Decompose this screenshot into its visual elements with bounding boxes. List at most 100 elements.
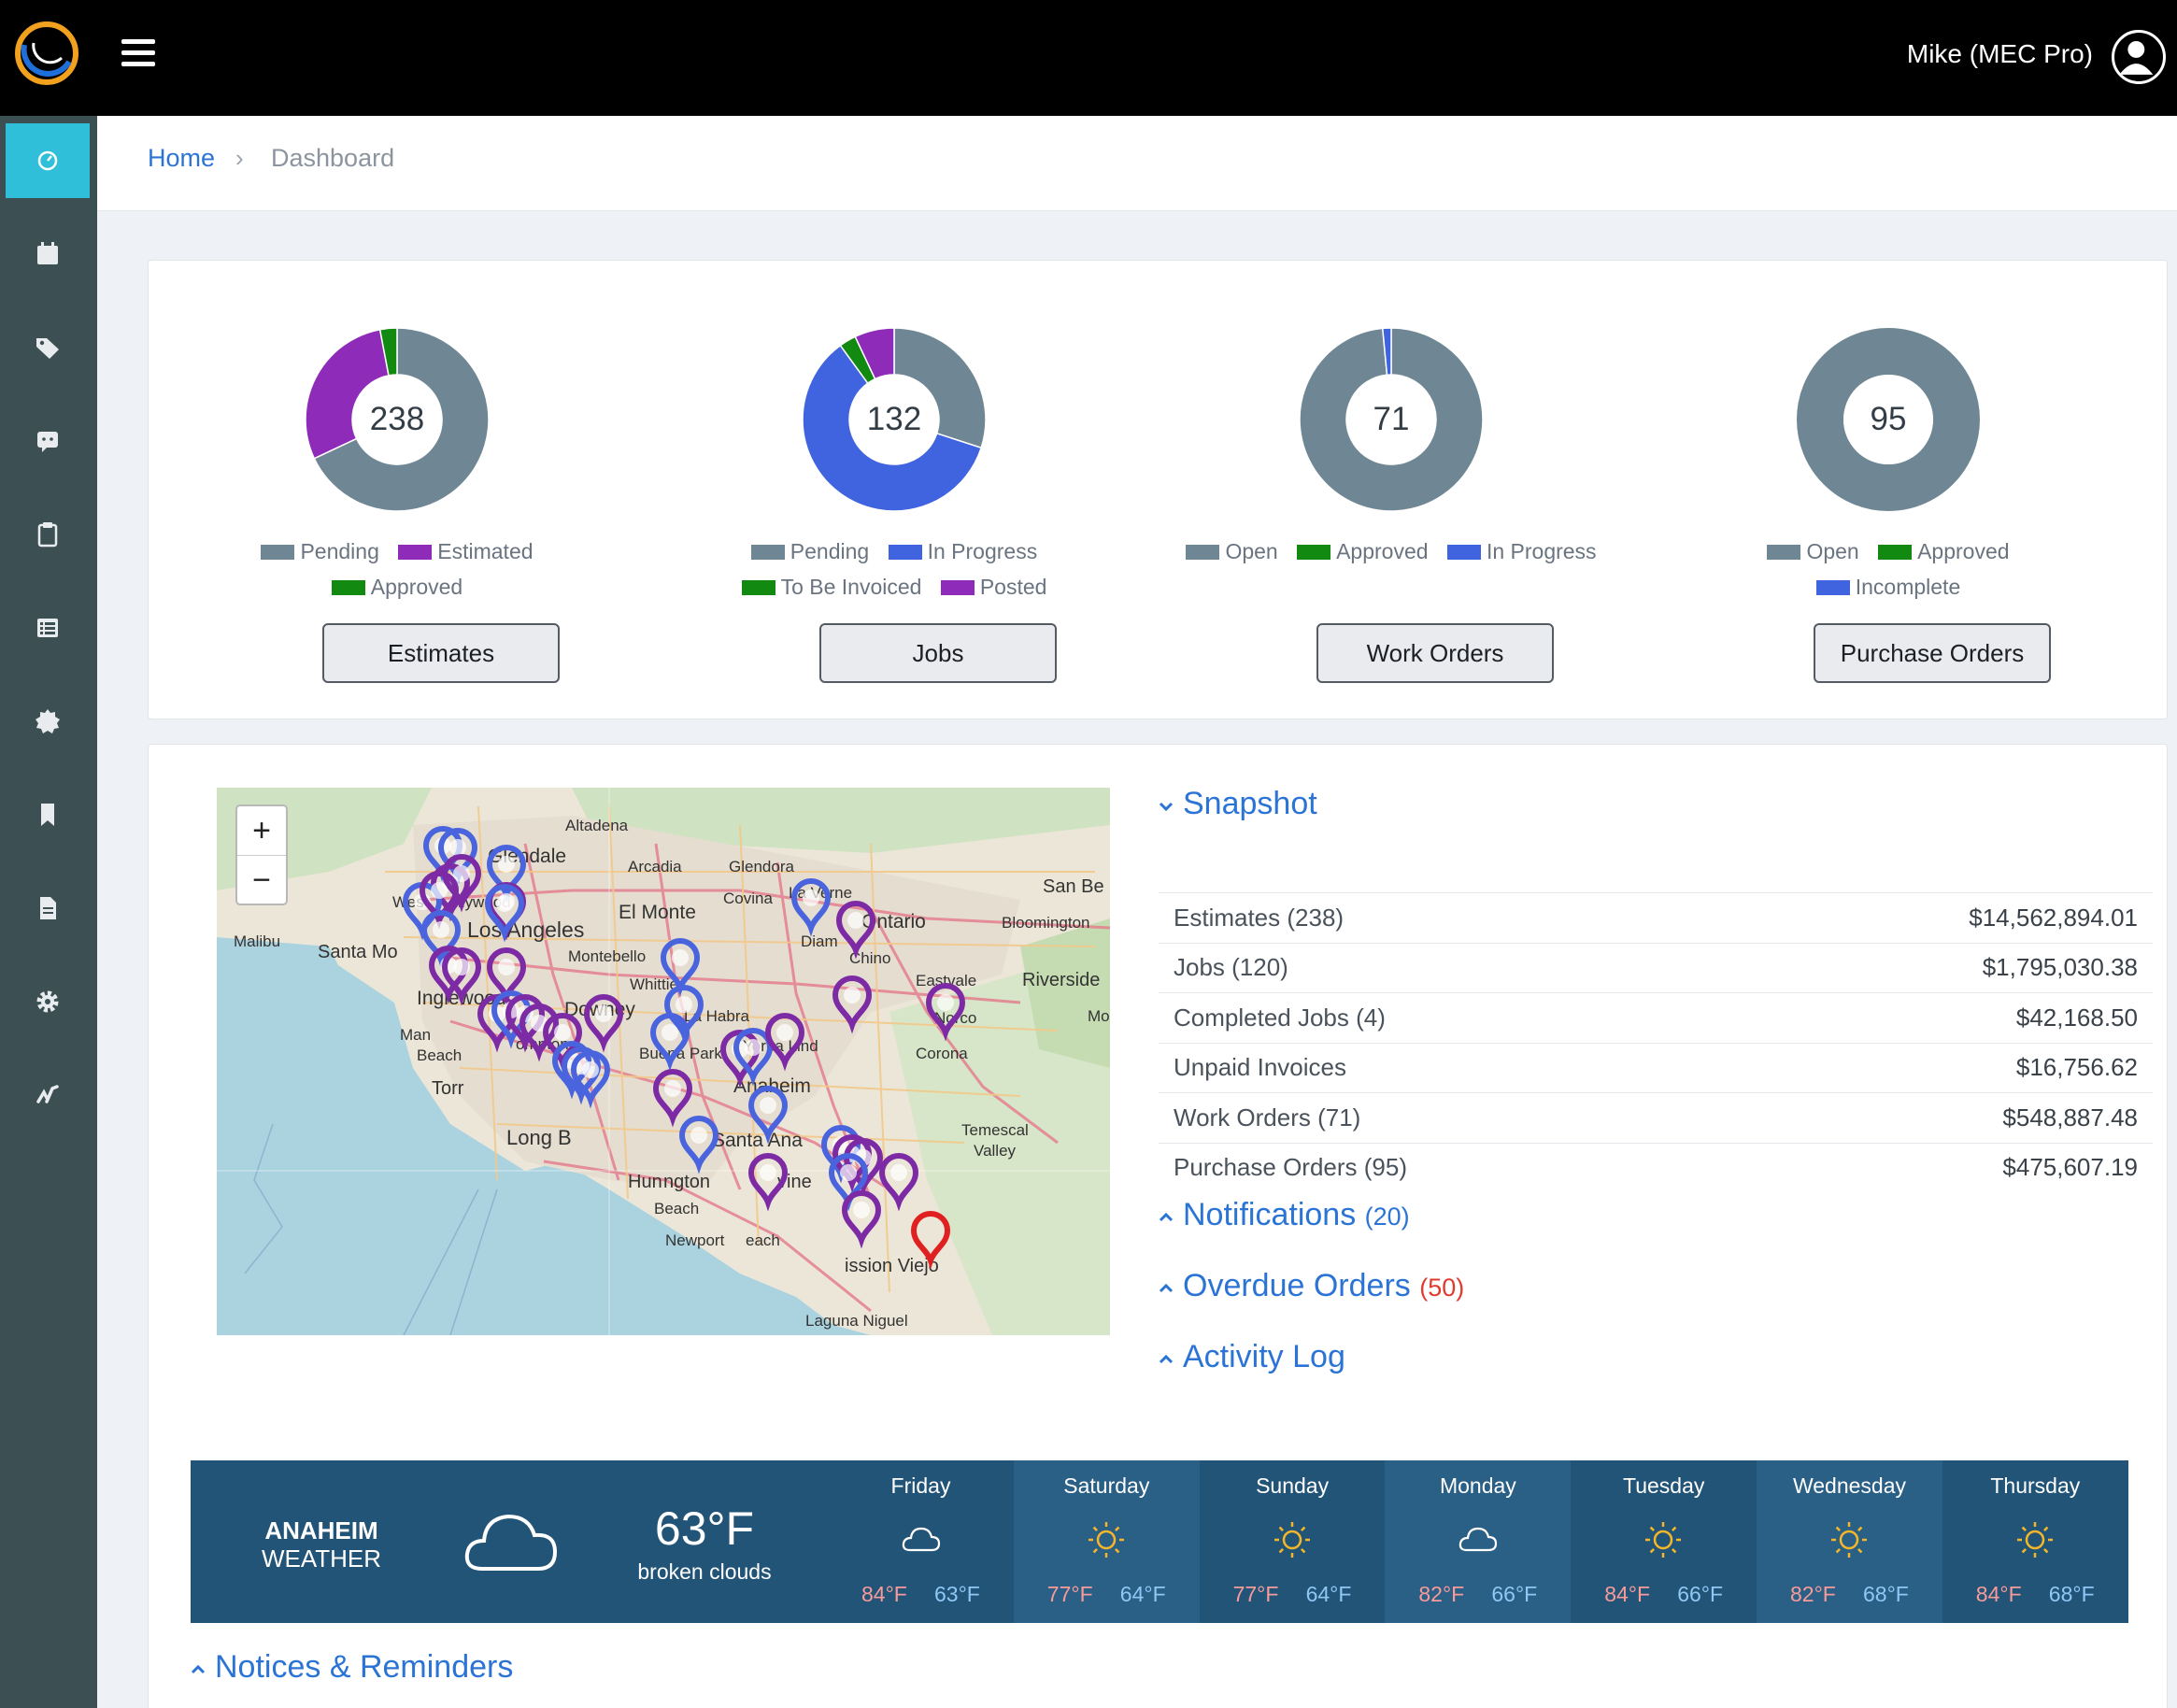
user-name[interactable]: Mike (MEC Pro)	[1906, 39, 2093, 68]
map-marker-icon[interactable]	[486, 947, 527, 1006]
notifications-section-toggle[interactable]: Notifications (20)	[1159, 1197, 1410, 1233]
current-temperature: 63°F	[654, 1502, 755, 1555]
snapshot-section-toggle[interactable]: Snapshot	[1159, 786, 1317, 822]
map-marker-icon[interactable]	[678, 1116, 719, 1174]
sidebar-item-badge[interactable]	[6, 684, 90, 759]
map-marker-icon[interactable]	[764, 1013, 805, 1072]
sidebar-item-list[interactable]	[6, 591, 90, 665]
snapshot-row[interactable]: Work Orders (71) $548,887.48	[1159, 1092, 2153, 1143]
user-avatar-icon[interactable]	[2112, 30, 2166, 84]
activity-log-section-toggle[interactable]: Activity Log	[1159, 1339, 1345, 1375]
cloud-icon	[902, 1527, 941, 1552]
legend-item-in-progress[interactable]: In Progress	[1446, 539, 1597, 563]
chevron-down-icon	[1159, 802, 1174, 812]
map-canvas[interactable]: Glendale Altadena Arcadia Glendora La Ve…	[217, 788, 1110, 1335]
selected-map-marker-icon[interactable]	[910, 1211, 951, 1270]
map-marker-icon[interactable]	[747, 1086, 789, 1145]
menu-toggle-button[interactable]	[121, 39, 155, 67]
snapshot-row[interactable]: Unpaid Invoices $16,756.62	[1159, 1042, 2153, 1093]
legend-item-approved[interactable]: Approved	[331, 575, 462, 599]
cloud-icon	[1459, 1527, 1498, 1552]
map-marker-icon[interactable]	[649, 1013, 690, 1072]
sidebar-item-chat[interactable]	[6, 404, 90, 478]
legend-item-open[interactable]: Open	[1186, 539, 1278, 563]
svg-text:Santa Ana: Santa Ana	[712, 1130, 803, 1151]
snapshot-row[interactable]: Completed Jobs (4) $42,168.50	[1159, 992, 2153, 1043]
map-marker-icon[interactable]	[441, 854, 482, 913]
forecast-high: 82°F	[1418, 1582, 1465, 1606]
notices-reminders-section-toggle[interactable]: Notices & Reminders	[191, 1649, 513, 1686]
sidebar-item-document[interactable]	[6, 871, 90, 946]
estimates-donut-chart[interactable]	[306, 328, 489, 511]
map-marker-icon[interactable]	[570, 1050, 611, 1109]
map-marker-icon[interactable]	[486, 845, 527, 904]
estimates-summary: 238 Pending Estimated Approved Estimates	[149, 261, 646, 720]
jobs-donut-chart[interactable]	[803, 328, 986, 511]
jobs-button[interactable]: Jobs	[819, 623, 1057, 683]
legend-item-in-progress[interactable]: In Progress	[888, 539, 1037, 563]
forecast-day-name: Tuesday	[1623, 1473, 1705, 1498]
map-marker-icon[interactable]	[832, 975, 873, 1034]
map-marker-icon[interactable]	[420, 910, 462, 969]
breadcrumb-home-link[interactable]: Home	[148, 144, 216, 172]
purchase-orders-button[interactable]: Purchase Orders	[1814, 623, 2051, 683]
map-marker-icon[interactable]	[841, 1190, 882, 1249]
legend-item-to-be-invoiced[interactable]: To Be Invoiced	[741, 575, 921, 599]
map-marker-icon[interactable]	[733, 1028, 774, 1087]
zoom-in-button[interactable]: +	[252, 813, 271, 848]
map-marker-icon[interactable]	[925, 983, 966, 1042]
overdue-orders-section-toggle[interactable]: Overdue Orders (50)	[1159, 1268, 1464, 1304]
breadcrumb: Home › Dashboard	[97, 116, 2177, 211]
sidebar-item-calendar[interactable]	[6, 217, 90, 292]
snapshot-row[interactable]: Purchase Orders (95) $475,607.19	[1159, 1142, 2153, 1193]
map-marker-icon[interactable]	[828, 1153, 869, 1212]
map-marker-icon[interactable]	[419, 871, 460, 930]
sidebar-item-settings[interactable]	[6, 964, 90, 1039]
map-marker-icon[interactable]	[747, 1153, 789, 1212]
sidebar-item-tags[interactable]	[6, 310, 90, 385]
sidebar-item-dashboard[interactable]	[6, 123, 90, 198]
sidebar-item-clipboard[interactable]	[6, 497, 90, 572]
svg-text:Arcadia: Arcadia	[628, 858, 682, 875]
zoom-out-button[interactable]: −	[237, 855, 286, 904]
job-locations-map[interactable]: Glendale Altadena Arcadia Glendora La Ve…	[217, 788, 1110, 1335]
forecast-day: Sunday 77°F 64°F	[1200, 1460, 1386, 1623]
legend-item-incomplete[interactable]: Incomplete	[1815, 575, 1960, 599]
legend-item-open[interactable]: Open	[1767, 539, 1859, 563]
map-marker-icon[interactable]	[441, 947, 482, 1006]
settings-icon	[36, 990, 59, 1013]
breadcrumb-current: Dashboard	[271, 144, 395, 172]
map-marker-icon[interactable]	[878, 1153, 919, 1212]
map-marker-icon[interactable]	[835, 901, 876, 960]
app-logo[interactable]	[13, 17, 80, 90]
legend-item-estimated[interactable]: Estimated	[398, 539, 534, 563]
donut-segment[interactable]	[1797, 328, 1980, 511]
sun-icon	[1831, 1522, 1867, 1558]
svg-text:Beach: Beach	[654, 1200, 699, 1217]
legend-item-pending[interactable]: Pending	[261, 539, 379, 563]
snapshot-row[interactable]: Jobs (120) $1,795,030.38	[1159, 942, 2153, 993]
svg-text:Eastvale: Eastvale	[916, 972, 976, 989]
legend-item-posted[interactable]: Posted	[940, 575, 1046, 599]
map-marker-icon[interactable]	[484, 884, 525, 943]
legend-item-pending[interactable]: Pending	[750, 539, 869, 563]
estimates-button[interactable]: Estimates	[322, 623, 560, 683]
clipboard-icon	[37, 522, 58, 548]
work-orders-button[interactable]: Work Orders	[1316, 623, 1554, 683]
map-marker-icon[interactable]	[652, 1069, 693, 1128]
purchase-orders-donut-chart[interactable]	[1797, 328, 1980, 511]
map-marker-icon[interactable]	[790, 878, 832, 937]
map-marker-icon[interactable]	[583, 994, 624, 1053]
document-icon	[40, 897, 56, 919]
sidebar-item-analytics[interactable]	[6, 1058, 90, 1132]
work-orders-donut-chart[interactable]	[1300, 328, 1483, 511]
forecast-day: Thursday 84°F 68°F	[1942, 1460, 2128, 1623]
map-marker-icon[interactable]	[519, 1003, 560, 1062]
map-marker-icon[interactable]	[660, 938, 701, 997]
sidebar-item-bookmark[interactable]	[6, 777, 90, 852]
snapshot-row[interactable]: Estimates (238) $14,562,894.01	[1159, 892, 2153, 943]
svg-text:Altadena: Altadena	[565, 817, 629, 834]
map-zoom-control: + −	[235, 804, 288, 905]
legend-item-approved[interactable]: Approved	[1297, 539, 1429, 563]
legend-item-approved[interactable]: Approved	[1878, 539, 2010, 563]
